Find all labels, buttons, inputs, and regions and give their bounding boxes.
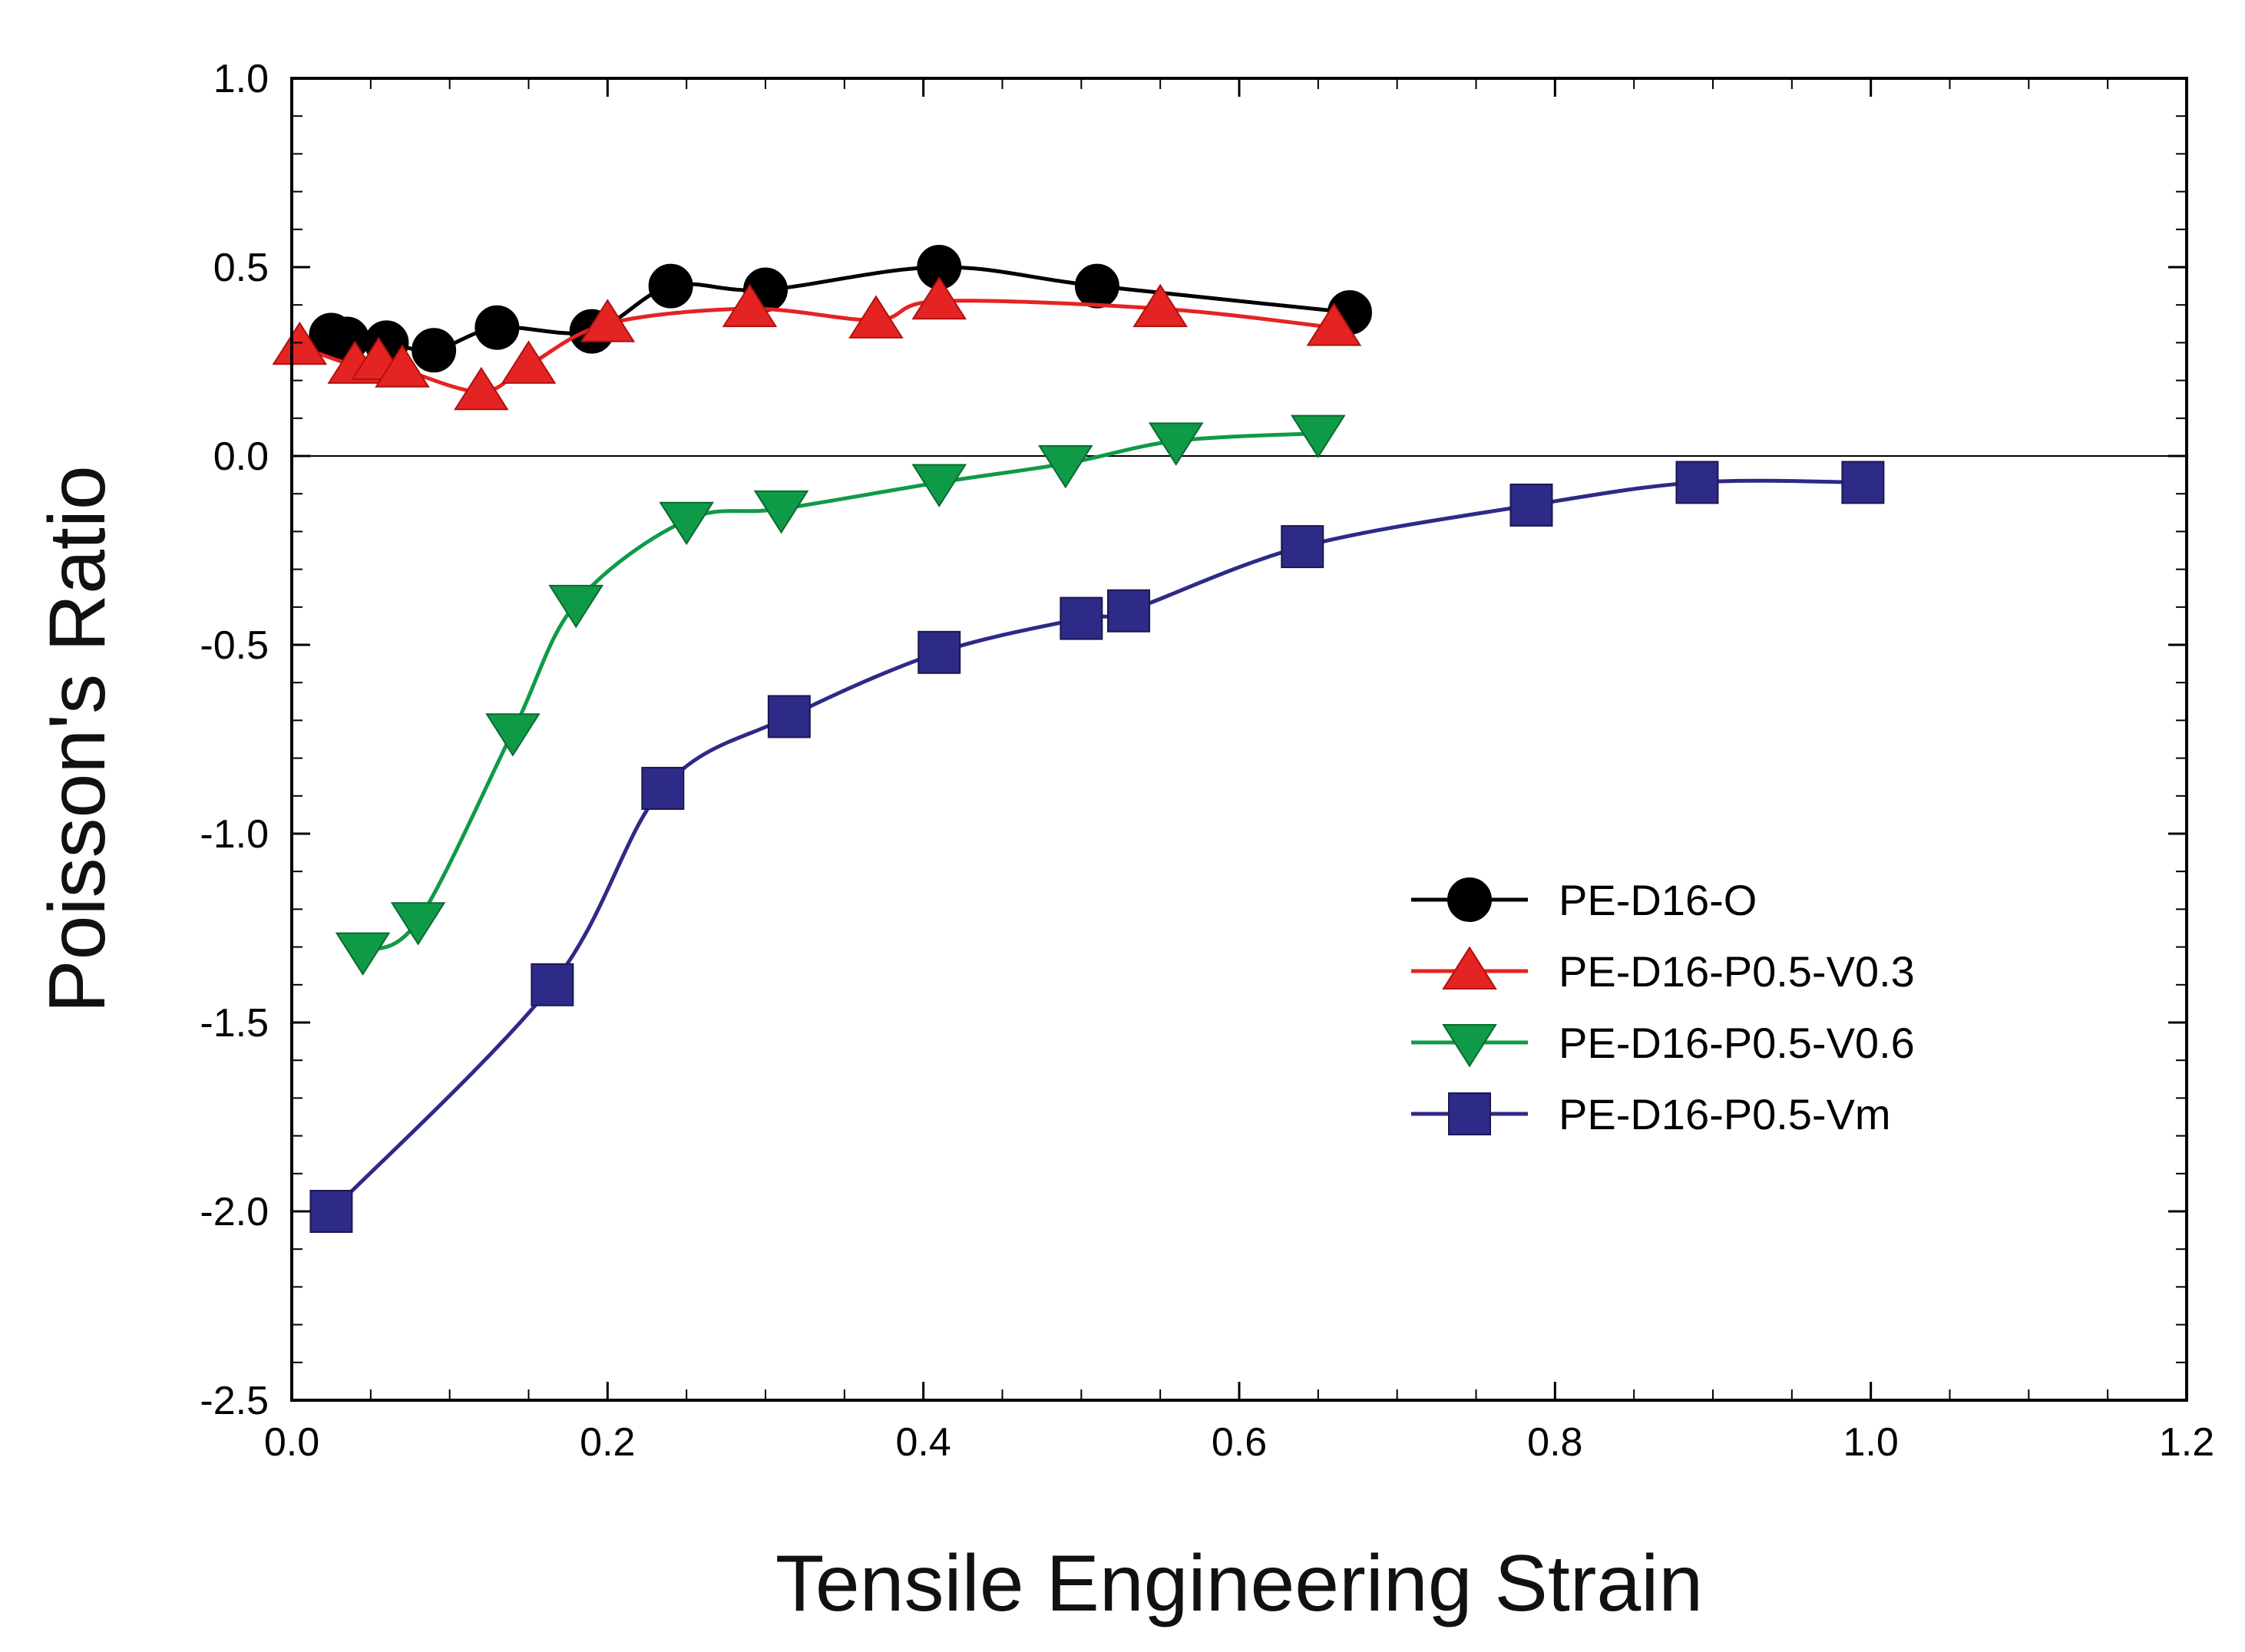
legend-label: PE-D16-P0.5-Vm — [1559, 1090, 1891, 1138]
data-point — [390, 902, 446, 946]
legend-marker — [1442, 1024, 1497, 1068]
legend-marker — [1448, 1092, 1491, 1135]
data-point — [648, 263, 693, 309]
data-point — [335, 932, 391, 976]
x-tick-label: 0.6 — [1212, 1420, 1267, 1465]
data-point — [1281, 525, 1324, 569]
data-point — [911, 276, 967, 320]
data-point — [1509, 483, 1553, 527]
series-3 — [309, 461, 1885, 1233]
legend-item: PE-D16-O — [1411, 876, 1757, 924]
legend-item: PE-D16-P0.5-Vm — [1411, 1090, 1891, 1138]
data-point — [1107, 589, 1151, 633]
data-point — [753, 490, 809, 534]
y-tick-label: -2.0 — [200, 1190, 269, 1234]
series-2 — [335, 415, 1346, 976]
legend-label: PE-D16-P0.5-V0.6 — [1559, 1019, 1915, 1067]
data-point — [641, 766, 685, 810]
legend-label: PE-D16-O — [1559, 876, 1757, 924]
data-point — [918, 630, 961, 674]
y-axis-title: Poisson's Ratio — [33, 465, 122, 1013]
series-0 — [309, 245, 1372, 373]
data-point — [501, 340, 557, 384]
x-tick-label: 0.8 — [1527, 1420, 1582, 1465]
y-tick-label: -2.5 — [200, 1379, 269, 1423]
data-point — [412, 328, 457, 373]
y-tick-label: -1.5 — [200, 1001, 269, 1046]
y-tick-label: 1.0 — [213, 57, 269, 101]
x-tick-label: 1.2 — [2159, 1420, 2214, 1465]
data-point — [722, 283, 778, 328]
y-tick-label: -0.5 — [200, 623, 269, 668]
data-point — [1132, 283, 1188, 328]
legend-item: PE-D16-P0.5-V0.3 — [1411, 946, 1915, 996]
data-point — [767, 695, 811, 738]
legend-marker — [1442, 946, 1497, 990]
data-point — [485, 713, 541, 757]
data-point — [548, 584, 604, 629]
x-tick-label: 1.0 — [1843, 1420, 1899, 1465]
data-point — [1306, 302, 1362, 346]
legend: PE-D16-O PE-D16-P0.5-V0.3 PE-D16-P0.5-V0.6… — [1411, 876, 1915, 1138]
data-point — [474, 305, 520, 350]
data-point — [309, 1190, 353, 1233]
series-1 — [272, 276, 1362, 411]
data-point — [1060, 596, 1103, 640]
x-tick-label: 0.0 — [264, 1420, 319, 1465]
data-point — [580, 299, 636, 342]
data-point — [1675, 461, 1719, 504]
y-tick-label: 0.0 — [213, 434, 269, 479]
data-point — [375, 344, 430, 388]
x-tick-label: 0.4 — [896, 1420, 951, 1465]
series-line — [362, 431, 1318, 953]
data-point — [1074, 263, 1119, 309]
x-axis-title: Tensile Engineering Strain — [775, 1539, 1703, 1628]
data-point — [272, 321, 328, 365]
y-tick-label: 0.5 — [213, 246, 269, 290]
x-tick-label: 0.2 — [580, 1420, 635, 1465]
data-point — [1037, 444, 1093, 489]
data-point — [1291, 415, 1346, 458]
legend-marker — [1447, 877, 1492, 922]
plot-frame — [290, 77, 2188, 1402]
data-point — [453, 366, 509, 411]
legend-label: PE-D16-P0.5-V0.3 — [1559, 947, 1915, 996]
data-point — [1841, 461, 1885, 504]
data-point — [531, 963, 574, 1006]
y-tick-label: -1.0 — [200, 812, 269, 857]
legend-item: PE-D16-P0.5-V0.6 — [1411, 1019, 1915, 1068]
data-point — [659, 501, 714, 546]
data-point — [1148, 422, 1204, 466]
data-point — [848, 295, 904, 339]
data-point — [911, 464, 967, 507]
